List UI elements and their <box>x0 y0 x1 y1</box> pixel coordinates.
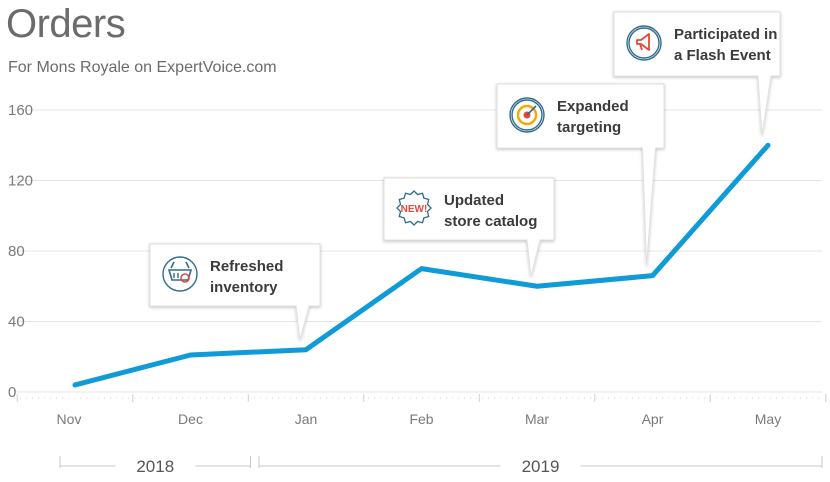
y-tick-label: 80 <box>8 243 25 260</box>
callout-text: Refreshed <box>210 258 283 275</box>
y-tick-label: 40 <box>8 314 25 331</box>
basket-icon <box>167 261 193 283</box>
callout-box <box>496 83 665 266</box>
annotation-callouts: Refreshed inventory NEW! Updated store catal… <box>149 11 781 340</box>
year-brackets: 2018 2019 <box>59 456 823 476</box>
y-axis-ticks: 0 40 80 120 160 <box>8 102 33 401</box>
refresh-mark <box>180 273 190 283</box>
year-label: 2018 <box>136 457 174 476</box>
new-badge-icon: NEW! <box>396 190 432 226</box>
callout-text: inventory <box>210 279 278 296</box>
megaphone-shape <box>636 33 650 51</box>
callout-text: store catalog <box>444 213 537 230</box>
megaphone-icon <box>628 27 660 59</box>
target-ring-mid <box>516 104 538 126</box>
x-tick-label: May <box>755 411 781 427</box>
x-tick-label: Apr <box>642 411 664 427</box>
callout-text: targeting <box>557 119 621 136</box>
basket-slats <box>173 273 179 278</box>
x-axis-ticks: Nov Dec Jan Feb Mar Apr May <box>57 411 782 427</box>
series-line <box>72 142 771 388</box>
chart-subtitle: For Mons Royale on ExpertVoice.com <box>8 59 277 76</box>
y-tick-label: 120 <box>8 173 33 190</box>
x-tick-label: Feb <box>409 411 433 427</box>
callout-text: Expanded <box>557 98 629 115</box>
badge-shape <box>396 190 432 226</box>
x-tick-label: Dec <box>178 411 203 427</box>
x-tick-label: Mar <box>525 411 549 427</box>
callout-text: Participated in <box>674 26 777 43</box>
megaphone-handle <box>639 43 643 51</box>
target-icon <box>511 99 543 131</box>
series-layer <box>72 142 771 388</box>
callout-text: Updated <box>444 192 504 209</box>
target-dart <box>526 105 537 116</box>
callout-apr: Expanded targeting <box>496 83 665 266</box>
callout-mar: NEW! Updated store catalog <box>383 177 555 277</box>
callout-may: Participated in a Flash Event <box>613 11 781 136</box>
megaphone-ring <box>628 27 660 59</box>
y-tick-label: 0 <box>8 384 16 401</box>
x-tick-label: Jan <box>295 411 318 427</box>
callout-jan: Refreshed inventory <box>149 243 321 340</box>
chart-title: Orders <box>6 2 126 46</box>
callout-text: a Flash Event <box>674 47 771 64</box>
icon-ring <box>162 256 198 292</box>
gridlines <box>14 109 827 402</box>
year-label: 2019 <box>522 457 560 476</box>
x-tick-label: Nov <box>57 411 82 427</box>
y-tick-label: 160 <box>8 102 33 119</box>
badge-text: NEW! <box>401 204 428 215</box>
